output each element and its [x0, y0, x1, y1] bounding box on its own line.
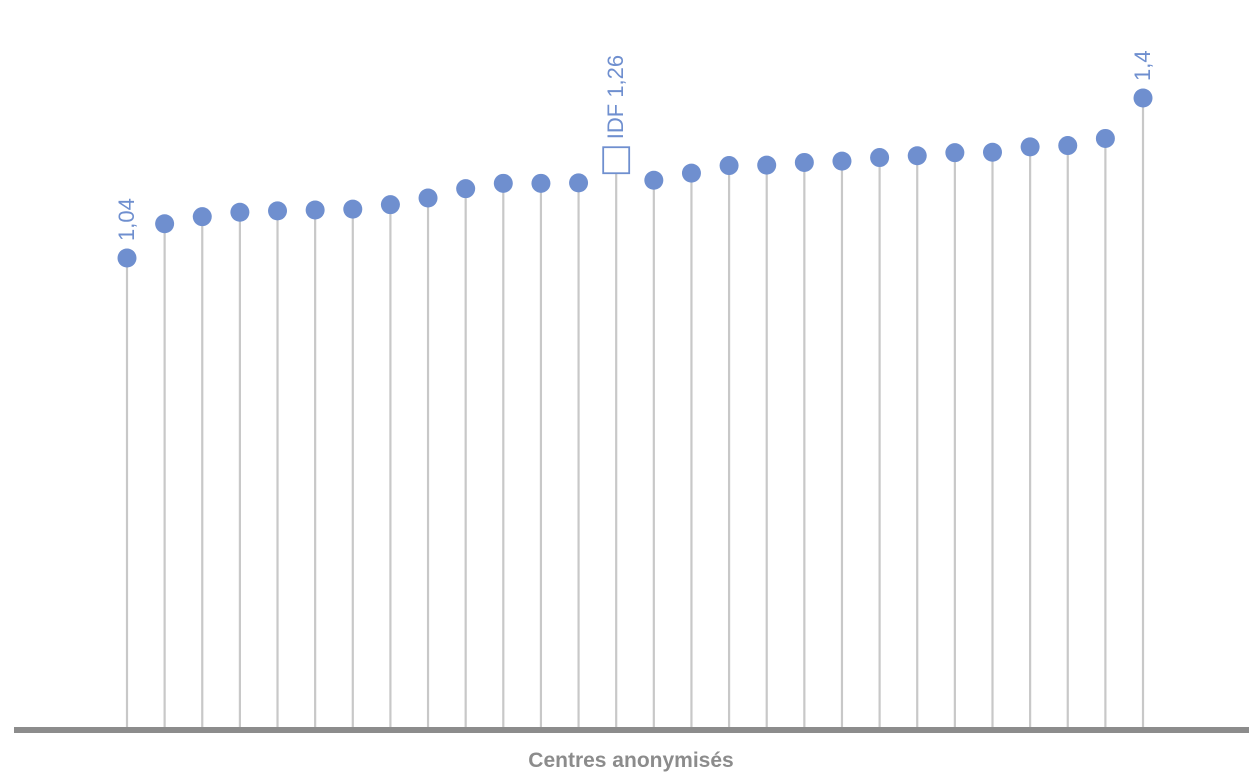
data-point-25	[1020, 137, 1040, 157]
value-label-28: 1,4	[1130, 50, 1155, 81]
region-average-marker	[602, 146, 631, 175]
data-point-27	[1095, 128, 1115, 148]
data-point-17	[719, 156, 739, 176]
data-point-13	[569, 173, 589, 193]
data-point-5	[268, 201, 288, 221]
stems-group	[125, 98, 1145, 727]
data-point-6	[305, 200, 325, 220]
data-point-11	[493, 173, 513, 193]
data-point-21	[870, 148, 890, 168]
data-point-23	[945, 143, 965, 163]
value-label-14: IDF 1,26	[603, 55, 628, 139]
markers-group	[117, 88, 1153, 268]
value-label-1: 1,04	[114, 198, 139, 241]
data-point-18	[757, 155, 777, 175]
data-point-8	[380, 195, 400, 215]
value-labels-group: 1,04 IDF 1,26 1,4	[114, 50, 1155, 241]
data-point-15	[644, 170, 664, 190]
data-point-26	[1058, 136, 1078, 156]
data-point-20	[832, 151, 852, 171]
data-point-10	[456, 179, 476, 199]
data-point-4	[230, 202, 250, 222]
data-point-12	[531, 173, 551, 193]
data-point-9	[418, 188, 438, 208]
data-point-28	[1133, 88, 1153, 108]
data-point-2	[155, 214, 175, 234]
data-point-24	[982, 142, 1002, 162]
data-point-19	[794, 152, 814, 172]
data-point-3	[192, 207, 212, 227]
data-point-1	[117, 248, 137, 268]
data-point-7	[343, 199, 363, 219]
data-point-16	[681, 163, 701, 183]
data-point-22	[907, 146, 927, 166]
x-axis-title: Centres anonymisés	[528, 749, 733, 772]
